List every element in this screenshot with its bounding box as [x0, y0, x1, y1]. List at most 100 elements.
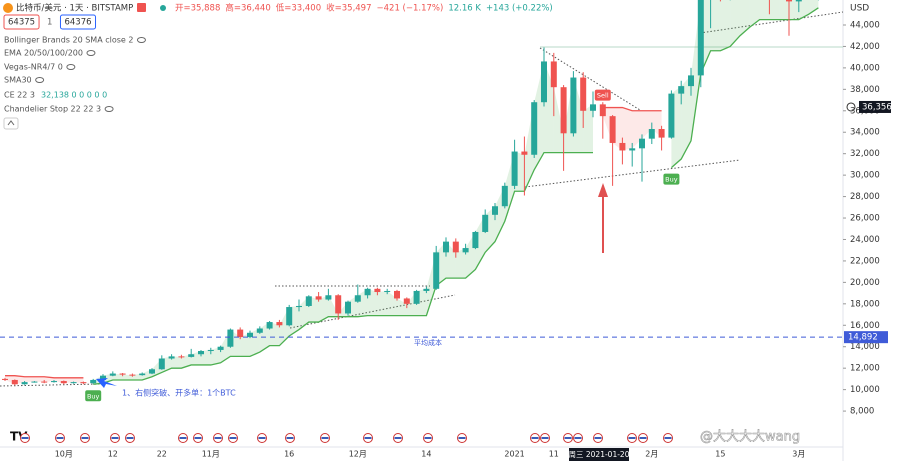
event-flag-stripe: [574, 437, 582, 439]
indicator-label: EMA 20/50/100/200: [4, 49, 83, 58]
event-flag-stripe: [628, 437, 636, 439]
sell-label-box: [594, 89, 611, 101]
ce_long-fill: [740, 0, 750, 36]
candle-body: [570, 77, 577, 134]
ce_long-fill: [240, 332, 250, 357]
event-flag-stripe: [364, 437, 372, 439]
annotation: 1、右侧突破、开多单：1个BTC: [122, 388, 236, 398]
ce_long-fill: [318, 295, 329, 323]
y-tick-label: 42,000: [850, 42, 880, 52]
x-tick-label: 15: [715, 450, 725, 459]
candle-body: [158, 358, 165, 370]
ce_long-fill: [681, 75, 691, 160]
candle-body: [335, 295, 342, 314]
candle-body: [217, 346, 224, 350]
indicator-label: CE 22 3: [4, 91, 35, 100]
ce_long-fill: [122, 374, 133, 380]
candle-body: [629, 148, 636, 151]
y-tick-label: 40,000: [850, 63, 880, 73]
x-tick-label: 12月: [349, 450, 367, 459]
event-flag-stripe: [194, 437, 202, 439]
ce_long-fill: [798, 0, 809, 20]
status-dot: [160, 5, 166, 11]
event-flag-stripe: [639, 437, 647, 439]
candle-body: [590, 104, 596, 111]
buy-label-box: [663, 173, 680, 185]
arrow: [598, 183, 608, 197]
event-flag-stripe: [229, 437, 237, 439]
symbol-icon: [3, 3, 13, 13]
indicator-label: Chandelier Stop 22 22 3: [4, 105, 101, 114]
event-flag-stripe: [81, 437, 89, 439]
x-tick-label: 11: [549, 450, 559, 459]
ce_long-fill: [710, 0, 721, 51]
candle-body: [100, 375, 106, 380]
candle-body: [178, 356, 185, 358]
buy-label: Buy: [665, 176, 678, 184]
candle-body: [198, 351, 204, 355]
candle-body: [413, 290, 420, 304]
candle-body: [315, 296, 322, 300]
ce_long-fill: [759, 0, 770, 20]
candle-body: [70, 382, 77, 384]
trend-line: [699, 11, 843, 34]
ce_long-fill: [171, 356, 182, 369]
plot-area: [0, 0, 843, 387]
y-tick-label: 10,000: [850, 385, 880, 395]
eye-icon: [104, 106, 114, 112]
indicator-label: Bollinger Brands 20 SMA close 2: [4, 36, 133, 45]
candle-body: [129, 374, 136, 376]
ce_long-fill: [210, 346, 221, 365]
indicator-list: Bollinger Brands 20 SMA close 2 EMA 20/50…: [4, 36, 146, 114]
y-tick-label: 32,000: [850, 149, 880, 159]
candle-body: [795, 0, 802, 2]
eye-icon: [86, 50, 96, 56]
candle-body: [31, 381, 38, 383]
ohlc-item: 低=33,400: [276, 3, 321, 14]
candle-body: [541, 61, 547, 103]
ce_short-fill: [622, 107, 633, 151]
x-tick-label: 16: [284, 450, 294, 459]
y-tick-label: 8,000: [850, 407, 874, 417]
candle-body: [109, 373, 116, 376]
candle-body: [188, 354, 195, 357]
candle-body: [2, 378, 8, 380]
header-box-text: 64375: [8, 18, 35, 28]
candle-body: [286, 307, 293, 326]
candle-body: [462, 248, 469, 253]
ce_short-fill: [73, 377, 84, 384]
price-tag-label: 36,356: [862, 102, 892, 112]
x-tick-label: 2021: [504, 450, 524, 459]
candle-body: [149, 369, 155, 374]
watermark: @大大大大wang: [700, 430, 800, 445]
candle-body: [668, 93, 675, 138]
trend-line: [0, 383, 101, 387]
ce_long-fill: [808, 0, 819, 15]
ce_short-fill: [642, 110, 652, 139]
event-flag-stripe: [531, 437, 539, 439]
event-flag-stripe: [21, 437, 29, 439]
x-tick-label: 2月: [645, 450, 658, 459]
candle-body: [227, 329, 234, 347]
candle-body: [305, 296, 312, 306]
candle-body: [688, 75, 694, 87]
ohlc-item: 高=36,440: [225, 3, 270, 14]
x-tick-label: 10月: [55, 450, 73, 459]
event-flag-stripe: [214, 437, 222, 439]
eye-icon: [136, 37, 146, 43]
candle-body: [443, 241, 449, 253]
indicator-label: Vegas-NR4/7 0: [4, 63, 63, 72]
candle-body: [658, 129, 665, 138]
y-tick-label: 12,000: [850, 364, 880, 374]
candle-body: [482, 214, 489, 232]
event-flag-stripe: [56, 437, 64, 439]
x-tick-label: 3月: [792, 450, 805, 459]
ce_long-fill: [779, 0, 789, 20]
ce_long-fill: [583, 104, 593, 153]
event-flag-stripe: [564, 437, 572, 439]
event-flags: [20, 433, 673, 443]
event-flag-stripe: [258, 437, 266, 439]
candle-body: [423, 288, 430, 291]
candle-body: [648, 129, 655, 139]
collapse-button[interactable]: [3, 117, 19, 130]
